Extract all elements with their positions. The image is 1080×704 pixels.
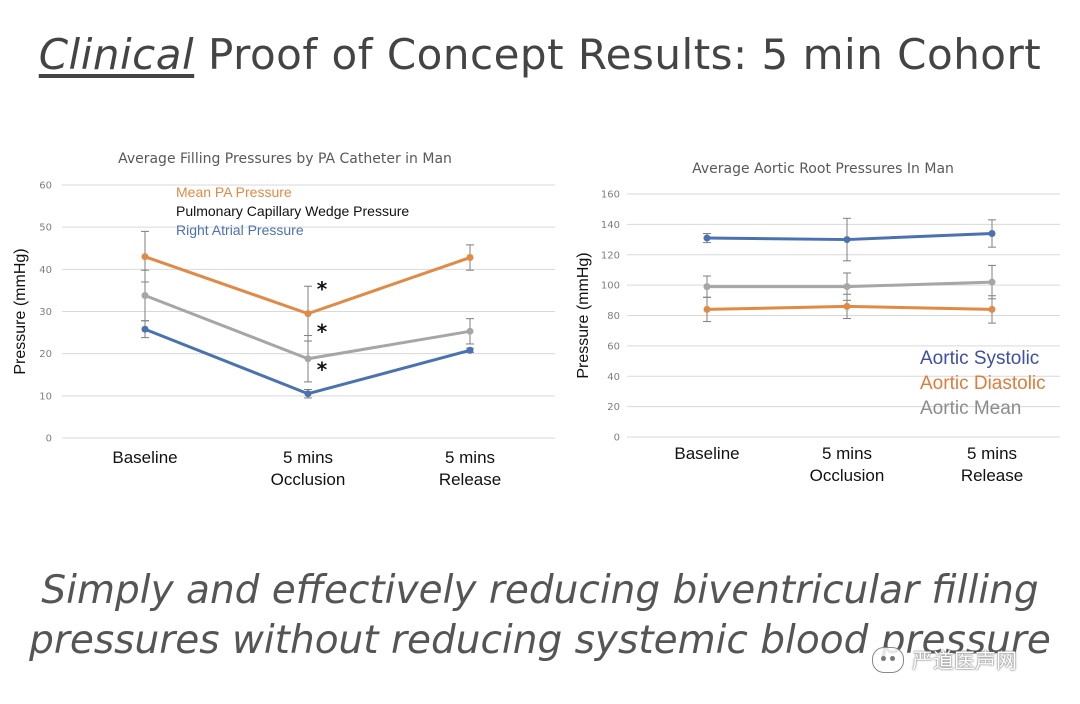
y-tick-label: 30 xyxy=(39,307,52,318)
data-point xyxy=(843,283,851,291)
legend-entry: Mean PA Pressure xyxy=(176,184,292,200)
y-tick-label: 140 xyxy=(601,220,620,231)
y-tick-label: 40 xyxy=(39,265,52,276)
y-tick-label: 50 xyxy=(39,223,52,234)
significance-asterisk: * xyxy=(317,319,328,343)
y-tick-label: 100 xyxy=(601,281,620,292)
y-tick-label: 0 xyxy=(614,433,620,444)
data-point xyxy=(988,278,996,286)
y-tick-label: 20 xyxy=(607,402,620,413)
y-axis-label: Pressure (mmHg) xyxy=(575,252,592,378)
aortic-pressures-chart: Average Aortic Root Pressures In Man 0 20 4… xyxy=(575,161,1060,485)
y-tick-label: 0 xyxy=(46,434,52,445)
y-tick-label: 10 xyxy=(39,391,52,402)
data-point xyxy=(843,236,851,244)
y-tick-label: 160 xyxy=(601,190,620,201)
data-point xyxy=(466,327,474,335)
y-tick-label: 20 xyxy=(39,349,52,360)
y-tick-label: 40 xyxy=(607,372,620,383)
significance-asterisk: * xyxy=(317,357,328,381)
x-category-label: Baseline xyxy=(674,444,739,463)
data-point xyxy=(304,310,312,318)
legend-entry: Right Atrial Pressure xyxy=(176,222,304,238)
data-point xyxy=(304,390,312,398)
x-category-label: 5 mins xyxy=(822,444,872,463)
data-point xyxy=(466,346,474,354)
x-category-label: 5 mins xyxy=(445,448,495,467)
data-point xyxy=(843,302,851,310)
data-point xyxy=(141,291,149,299)
watermark-text: 严道医声网 xyxy=(912,649,1017,673)
filling-pressures-chart: Average Filling Pressures by PA Catheter… xyxy=(12,151,555,489)
y-tick-label: 60 xyxy=(39,181,52,192)
data-point xyxy=(703,283,711,291)
x-category-label: 5 mins xyxy=(967,444,1017,463)
data-point xyxy=(466,254,474,262)
data-point xyxy=(703,305,711,313)
chat-bubble-icon xyxy=(872,647,904,673)
data-point xyxy=(988,229,996,237)
chart-title: Average Aortic Root Pressures In Man xyxy=(692,161,954,177)
legend-entry: Aortic Mean xyxy=(920,398,1021,419)
watermark: 严道医声网 xyxy=(872,645,1017,675)
x-category-label: Release xyxy=(961,466,1023,485)
legend-entry: Aortic Systolic xyxy=(920,348,1039,369)
legend-entry: Aortic Diastolic xyxy=(920,373,1046,394)
x-category-label: Occlusion xyxy=(810,466,885,485)
data-point xyxy=(304,355,312,363)
tagline: Simply and effectively reducing biventri… xyxy=(0,566,1080,666)
slide-title-emphasis: Clinical xyxy=(38,30,195,79)
chart-title: Average Filling Pressures by PA Catheter… xyxy=(118,151,452,167)
y-tick-label: 120 xyxy=(601,250,620,261)
legend-entry: Pulmonary Capillary Wedge Pressure xyxy=(176,203,409,219)
data-point xyxy=(141,253,149,261)
tagline-line-1: Simply and effectively reducing biventri… xyxy=(41,568,1039,613)
x-category-label: Occlusion xyxy=(271,470,346,489)
data-point xyxy=(703,234,711,242)
slide-title: Clinical Proof of Concept Results: 5 min… xyxy=(0,30,1080,79)
x-category-label: Baseline xyxy=(112,448,177,467)
significance-asterisk: * xyxy=(317,277,328,301)
data-point xyxy=(141,325,149,333)
data-point xyxy=(988,305,996,313)
y-tick-label: 60 xyxy=(607,341,620,352)
y-tick-label: 80 xyxy=(607,311,620,322)
y-axis-label: Pressure (mmHg) xyxy=(12,248,29,374)
x-category-label: 5 mins xyxy=(283,448,333,467)
x-category-label: Release xyxy=(439,470,501,489)
slide-title-rest: Proof of Concept Results: 5 min Cohort xyxy=(194,30,1042,79)
